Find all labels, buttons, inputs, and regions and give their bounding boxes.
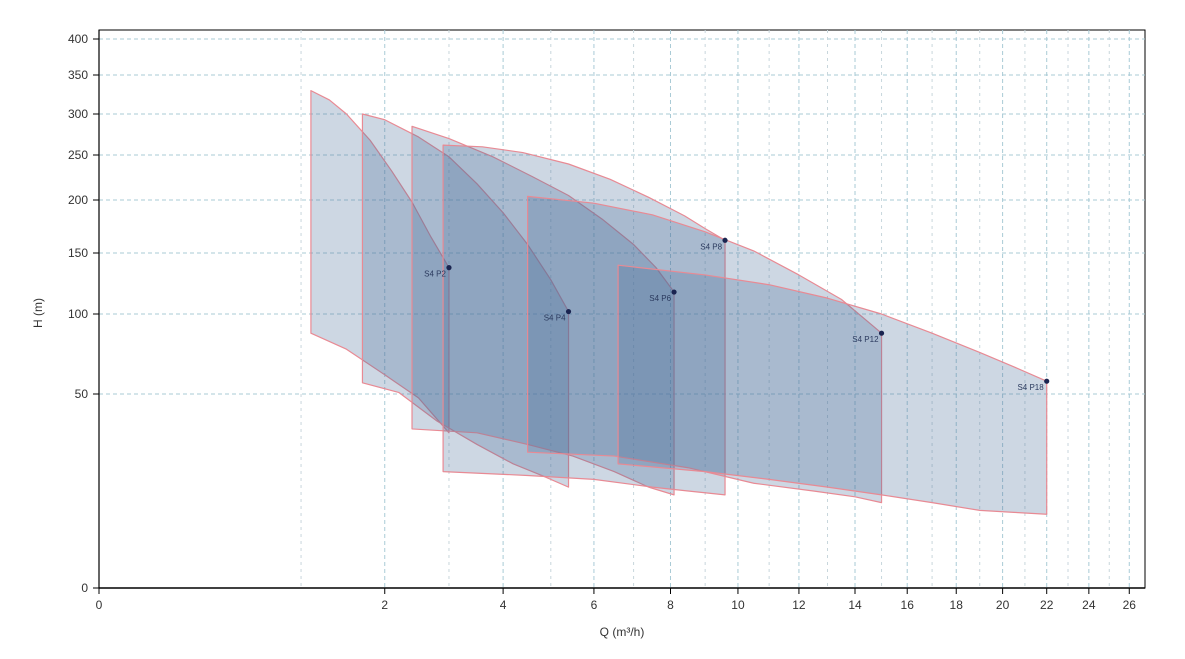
x-axis-title: Q (m³/h)	[600, 625, 645, 639]
series-point	[722, 237, 728, 243]
series-area-s4-p2	[310, 90, 450, 434]
x-tick-label: 8	[667, 598, 674, 612]
y-tick-label: 350	[68, 68, 88, 82]
series-point-label: S4 P2	[424, 270, 446, 279]
series-point	[1044, 378, 1050, 384]
y-tick-label: 50	[75, 387, 89, 401]
y-tick-label: 150	[68, 246, 88, 260]
series-areas	[310, 90, 1048, 515]
x-tick-label: 12	[792, 598, 806, 612]
x-tick-label: 14	[848, 598, 862, 612]
x-tick-label: 18	[950, 598, 964, 612]
x-tick-label: 4	[500, 598, 507, 612]
series-point-label: S4 P18	[1017, 383, 1044, 392]
x-tick-label: 2	[381, 598, 388, 612]
series-point-label: S4 P8	[700, 242, 722, 251]
y-tick-label: 100	[68, 307, 88, 321]
x-tick-label: 24	[1082, 598, 1096, 612]
series-point-label: S4 P12	[852, 335, 879, 344]
x-tick-label: 16	[901, 598, 915, 612]
y-tick-label: 300	[68, 107, 88, 121]
series-point	[446, 265, 452, 271]
series-point	[671, 289, 677, 295]
y-axis-title: H (m)	[31, 298, 45, 328]
x-tick-label: 26	[1123, 598, 1137, 612]
x-tick-label: 0	[96, 598, 103, 612]
series-area-s4-p8	[442, 144, 726, 496]
series-point	[878, 330, 885, 336]
y-tick-label: 200	[68, 193, 88, 207]
y-tick-label: 250	[68, 148, 88, 162]
x-tick-label: 20	[996, 598, 1010, 612]
x-tick-label: 10	[731, 598, 745, 612]
series-points: S4 P2 S4 P4 S4 P6 S4 P8 S4 P12 S4 P18	[424, 237, 1050, 392]
y-tick-label: 0	[81, 581, 88, 595]
series-point-label: S4 P6	[649, 294, 671, 303]
x-tick-label: 6	[591, 598, 598, 612]
y-tick-label: 400	[68, 32, 88, 46]
series-area-s4-p12	[527, 195, 883, 504]
series-point-label: S4 P4	[544, 314, 566, 323]
series-area-s4-p18	[617, 264, 1048, 515]
x-tick-label: 22	[1040, 598, 1054, 612]
series-point	[565, 308, 572, 315]
